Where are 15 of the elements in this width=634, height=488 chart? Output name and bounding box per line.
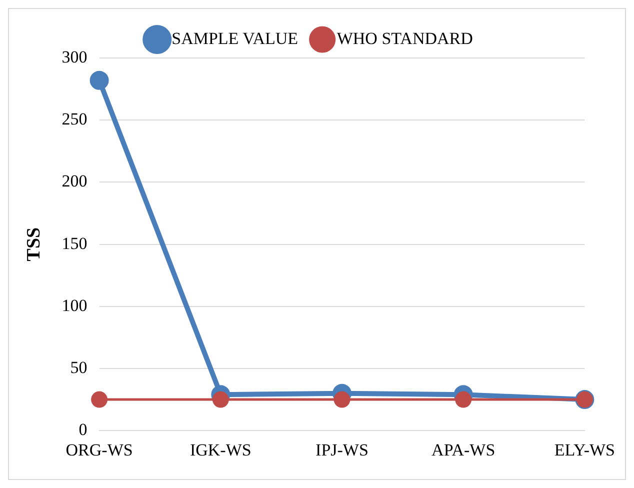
x-tick-label: ELY-WS — [554, 440, 615, 460]
x-tick-label: APA-WS — [432, 440, 496, 460]
y-axis-title: TSS — [23, 227, 44, 262]
y-tick-label: 250 — [62, 110, 88, 129]
y-tick-label: 0 — [78, 420, 88, 440]
y-tick-label: 100 — [62, 296, 88, 315]
legend-label: SAMPLE VALUE — [172, 28, 298, 48]
x-tick-label: IGK-WS — [190, 440, 252, 460]
y-tick-label: 300 — [62, 47, 88, 66]
legend-label: WHO STANDARD — [336, 28, 473, 48]
x-tick-label: ORG-WS — [66, 440, 133, 460]
x-tick-label: IPJ-WS — [316, 440, 368, 460]
y-tick-label: 50 — [70, 358, 88, 377]
y-tick-label: 150 — [62, 234, 88, 253]
y-tick-label: 200 — [62, 172, 88, 191]
